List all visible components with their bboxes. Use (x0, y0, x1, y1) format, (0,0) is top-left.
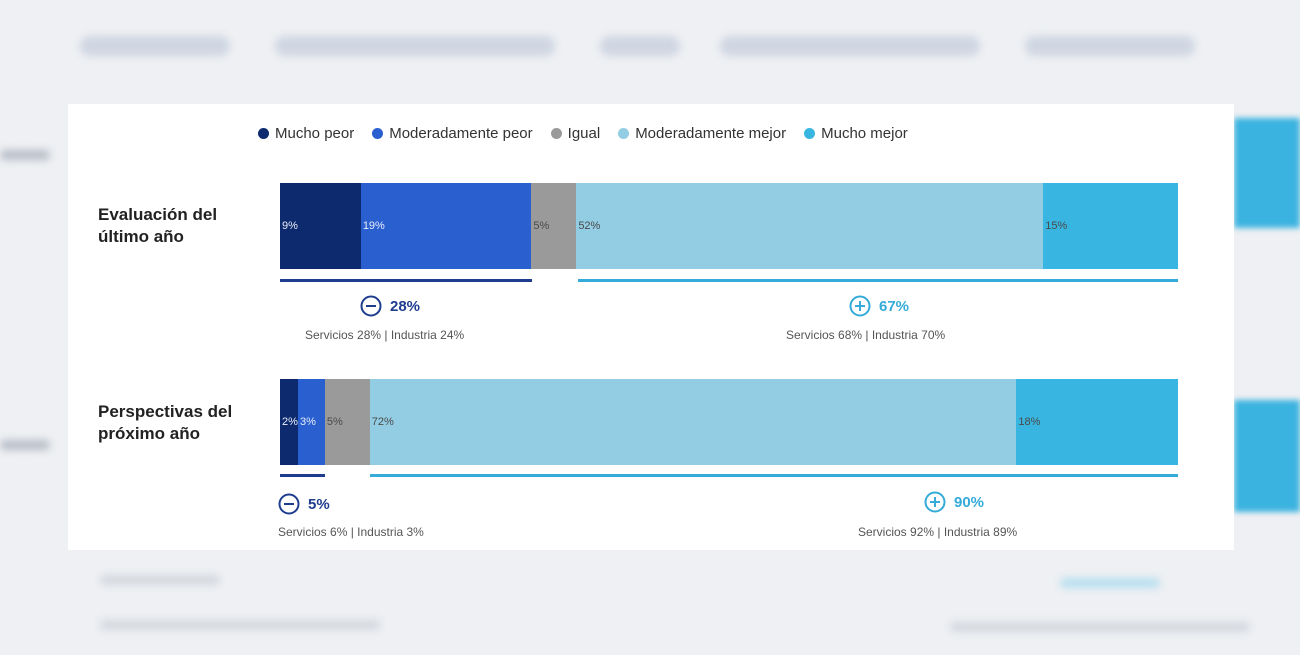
legend-label: Moderadamente peor (389, 125, 533, 142)
bar-segment-mucho-peor: 9% (280, 183, 361, 269)
bar-segment-label: 72% (371, 416, 394, 428)
negative-range-line (280, 474, 325, 477)
legend-item-mucho-mejor: Mucho mejor (804, 125, 908, 142)
chart-card: Mucho peor Moderadamente peor Igual Mode… (68, 104, 1234, 550)
positive-total-value: 67% (879, 297, 910, 315)
bar-segment-label: 3% (299, 416, 316, 428)
bar-segment-label: 2% (282, 416, 298, 428)
legend-item-mucho-peor: Mucho peor (258, 125, 354, 142)
negative-breakdown: Servicios 28% | Industria 24% (305, 328, 465, 342)
background-text (1060, 578, 1160, 588)
bar-segment-moderadamente-peor: 3% (297, 379, 325, 465)
bar-segment-label: 5% (533, 220, 550, 232)
background-tab (720, 36, 980, 56)
bar-segment-label: 5% (326, 416, 343, 428)
minus-circle-icon (360, 295, 382, 317)
bar-segment-mucho-mejor: 18% (1016, 379, 1178, 465)
positive-total-value: 90% (954, 493, 985, 511)
background-text (950, 622, 1250, 632)
bar-segment-moderadamente-mejor: 72% (369, 379, 1017, 465)
legend-swatch (804, 128, 816, 139)
bar-segment-igual: 5% (324, 379, 370, 465)
legend-item-igual: Igual (550, 125, 601, 142)
positive-breakdown: Servicios 92% | Industria 89% (858, 525, 1018, 539)
bar-segment-label: 9% (282, 220, 298, 232)
background-tab (1025, 36, 1195, 56)
bar-segment-label: 18% (1018, 416, 1041, 428)
negative-total: 5% (278, 493, 330, 515)
legend-swatch (618, 128, 630, 139)
bar-segment-mucho-mejor: 15% (1043, 183, 1178, 269)
row-label-line: Evaluación del (98, 205, 218, 224)
plus-circle-icon (849, 295, 871, 317)
positive-range-line (370, 474, 1178, 477)
background-text (0, 440, 50, 450)
chart-legend: Mucho peor Moderadamente peor Igual Mode… (258, 125, 1234, 142)
positive-breakdown: Servicios 68% | Industria 70% (786, 328, 946, 342)
stacked-bar-evaluacion: 9% 19% 5% 52% 15% (280, 183, 1178, 269)
row-label-line: Perspectivas del (98, 402, 233, 421)
bar-segment-igual: 5% (531, 183, 577, 269)
bar-segment-label: 15% (1045, 220, 1068, 232)
background-tab (80, 36, 230, 56)
background-side-block (1234, 118, 1300, 228)
row-label-evaluacion: Evaluación del último año (98, 204, 268, 248)
bar-segment-mucho-peor: 2% (280, 379, 298, 465)
stacked-bar-perspectivas: 2% 3% 5% 72% 18% (280, 379, 1178, 465)
legend-swatch (550, 128, 562, 139)
negative-breakdown: Servicios 6% | Industria 3% (278, 525, 424, 539)
negative-total-value: 28% (390, 297, 421, 315)
background-text (100, 620, 380, 630)
background-side-block (1234, 400, 1300, 512)
legend-label: Mucho peor (275, 125, 355, 142)
legend-label: Moderadamente mejor (635, 125, 787, 142)
background-text (0, 150, 50, 160)
bar-segment-moderadamente-mejor: 52% (576, 183, 1044, 269)
positive-range-line (578, 279, 1178, 282)
bar-segment-label: 19% (362, 220, 385, 232)
background-text (100, 575, 220, 585)
positive-total: 90% (924, 491, 984, 513)
row-label-line: próximo año (98, 424, 201, 443)
bar-segment-moderadamente-peor: 19% (360, 183, 532, 269)
legend-label: Igual (567, 125, 601, 142)
background-tab (600, 36, 680, 56)
positive-total: 67% (849, 295, 909, 317)
legend-label: Mucho mejor (821, 125, 908, 142)
row-label-perspectivas: Perspectivas del próximo año (98, 401, 268, 445)
bar-segment-label: 52% (578, 220, 601, 232)
negative-range-line (280, 279, 532, 282)
row-label-line: último año (98, 227, 184, 246)
negative-total: 28% (360, 295, 420, 317)
background-tab (275, 36, 555, 56)
legend-swatch (258, 128, 269, 139)
negative-total-value: 5% (308, 495, 330, 513)
minus-circle-icon (278, 493, 300, 515)
plus-circle-icon (924, 491, 946, 513)
background-navigation (70, 28, 1210, 64)
legend-item-moderadamente-peor: Moderadamente peor (372, 125, 533, 142)
legend-swatch (372, 128, 384, 139)
legend-item-moderadamente-mejor: Moderadamente mejor (618, 125, 786, 142)
